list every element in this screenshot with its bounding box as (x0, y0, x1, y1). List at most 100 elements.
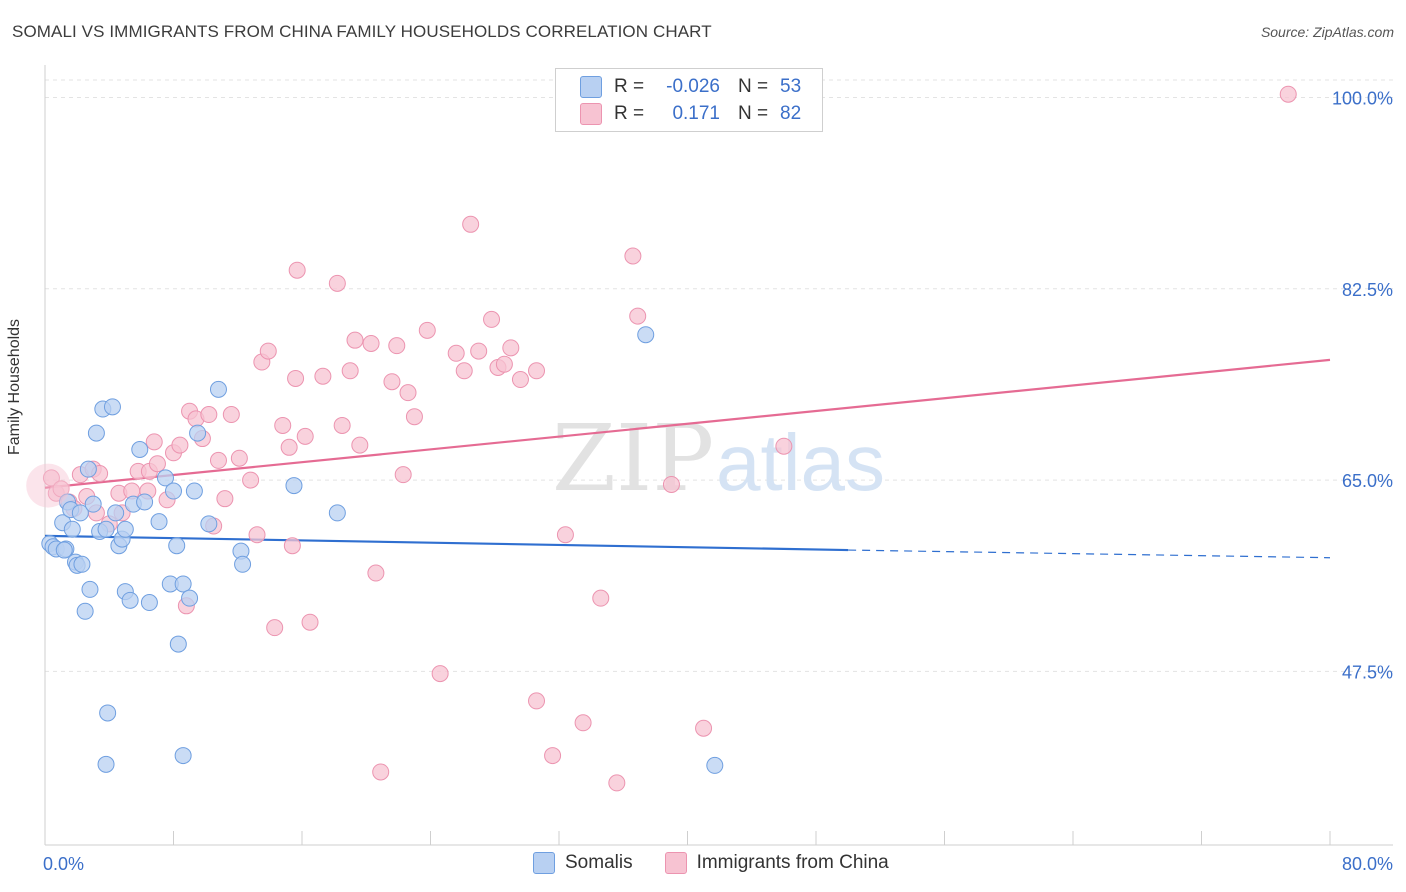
somalis-point[interactable] (97, 520, 115, 538)
somalis-point[interactable] (140, 594, 158, 612)
somalis-point[interactable] (63, 520, 81, 538)
china-point[interactable] (399, 384, 417, 402)
somalis-point[interactable] (174, 575, 192, 593)
somalis-point[interactable] (174, 747, 192, 765)
somalis-point[interactable] (136, 493, 154, 511)
somalis-point[interactable] (168, 537, 186, 555)
somalis-point[interactable] (71, 504, 89, 522)
somalis-point[interactable] (181, 589, 199, 607)
somalis-point[interactable] (169, 635, 187, 653)
china-point[interactable] (544, 747, 562, 765)
china-point[interactable] (502, 339, 520, 357)
somalis-point[interactable] (121, 591, 139, 609)
china-point[interactable] (280, 438, 298, 456)
china-point[interactable] (259, 342, 277, 360)
china-point[interactable] (383, 373, 401, 391)
china-point[interactable] (608, 774, 626, 792)
china-point[interactable] (148, 455, 166, 473)
china-point[interactable] (695, 719, 713, 737)
somalis-point[interactable] (79, 460, 97, 478)
china-point[interactable] (242, 471, 260, 489)
china-point[interactable] (462, 215, 480, 233)
china-point[interactable] (528, 692, 546, 710)
china-point[interactable] (248, 526, 266, 544)
china-point[interactable] (624, 247, 642, 265)
somalis-point[interactable] (55, 541, 73, 559)
china-point[interactable] (209, 451, 227, 469)
china-point[interactable] (629, 307, 647, 325)
china-point[interactable] (333, 416, 351, 434)
china-point[interactable] (362, 334, 380, 352)
china-point[interactable] (287, 369, 305, 387)
somalis-point[interactable] (234, 555, 252, 573)
somalis-point[interactable] (156, 469, 174, 487)
somalis-point[interactable] (200, 515, 218, 533)
china-point[interactable] (200, 406, 218, 424)
somalis-point[interactable] (97, 755, 115, 773)
china-point[interactable] (266, 619, 284, 637)
china-point[interactable] (662, 475, 680, 493)
somalis-point[interactable] (209, 380, 227, 398)
china-point[interactable] (470, 342, 488, 360)
china-point[interactable] (556, 526, 574, 544)
legend-item-china[interactable]: Immigrants from China (664, 852, 889, 874)
somalis-point[interactable] (84, 495, 102, 513)
china-point[interactable] (388, 337, 406, 355)
china-point[interactable] (216, 490, 234, 508)
china-point[interactable] (341, 362, 359, 380)
somalis-point[interactable] (73, 555, 91, 573)
china-point[interactable] (296, 427, 314, 445)
china-point[interactable] (283, 537, 301, 555)
china-point[interactable] (222, 406, 240, 424)
somalis-point[interactable] (328, 504, 346, 522)
legend-label-china: Immigrants from China (696, 852, 889, 873)
china-point[interactable] (274, 416, 292, 434)
china-point[interactable] (574, 714, 592, 732)
somalis-point[interactable] (116, 520, 134, 538)
china-point[interactable] (455, 362, 473, 380)
china-point[interactable] (528, 362, 546, 380)
china-point[interactable] (1279, 85, 1297, 103)
legend-item-somalis[interactable]: Somalis (533, 852, 633, 874)
china-trend-line (44, 358, 1331, 489)
somalis-point[interactable] (150, 513, 168, 531)
watermark-atlas: atlas (716, 418, 885, 507)
somalis-point[interactable] (87, 424, 105, 442)
somalis-point[interactable] (107, 504, 125, 522)
china-point[interactable] (447, 344, 465, 362)
somalis-point[interactable] (285, 477, 303, 495)
somalis-point[interactable] (706, 756, 724, 774)
somalis-swatch (580, 76, 602, 98)
china-point[interactable] (511, 371, 529, 389)
china-point[interactable] (328, 274, 346, 292)
china-point[interactable] (145, 433, 163, 451)
china-point[interactable] (483, 310, 501, 328)
china-point[interactable] (314, 367, 332, 385)
china-point[interactable] (372, 763, 390, 781)
china-point[interactable] (351, 436, 369, 454)
china-point[interactable] (495, 355, 513, 373)
somalis-point[interactable] (76, 602, 94, 620)
china-point[interactable] (301, 613, 319, 631)
china-point[interactable] (775, 437, 793, 455)
somalis-point[interactable] (637, 326, 655, 344)
china-point[interactable] (42, 469, 60, 487)
china-point[interactable] (394, 466, 412, 484)
somalis-point[interactable] (189, 424, 207, 442)
somalis-point[interactable] (185, 482, 203, 500)
china-point[interactable] (405, 408, 423, 426)
somalis-legend-swatch (533, 852, 555, 874)
somalis-point[interactable] (99, 704, 117, 722)
somalis-point[interactable] (165, 482, 182, 500)
china-point[interactable] (230, 449, 248, 467)
china-point[interactable] (592, 589, 610, 607)
china-point[interactable] (431, 665, 449, 683)
china-point[interactable] (288, 261, 306, 279)
china-point[interactable] (418, 321, 436, 339)
china-point[interactable] (367, 564, 385, 582)
china-point[interactable] (346, 331, 364, 349)
somalis-point[interactable] (81, 580, 99, 598)
china-point[interactable] (171, 436, 189, 454)
somalis-point[interactable] (131, 440, 149, 458)
somalis-point[interactable] (103, 398, 121, 416)
